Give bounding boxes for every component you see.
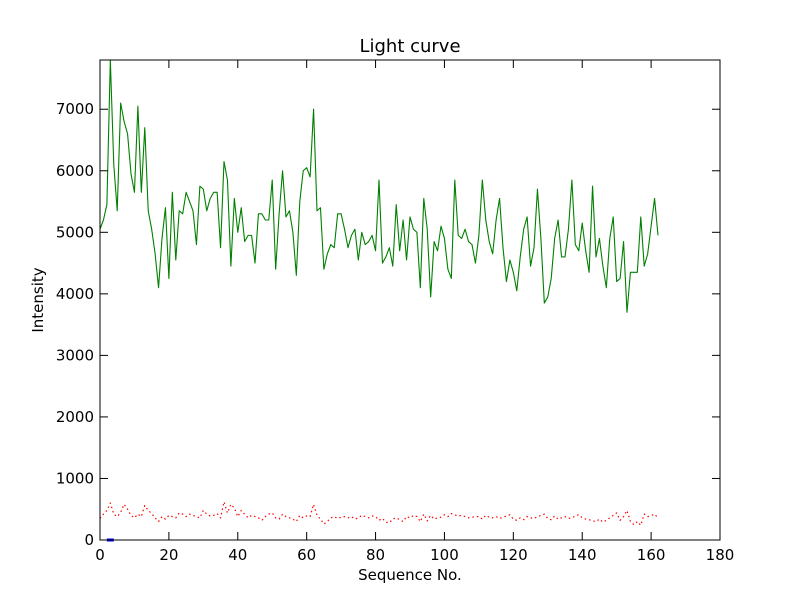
ticks-layer: 0 20 40 60 80 100 120 140 160 180 0 1000 2000 3000 400… [56, 60, 735, 564]
y-tick-label: 2000 [56, 408, 94, 426]
x-tick-label: 160 [637, 546, 666, 564]
x-tick-label: 80 [366, 546, 385, 564]
y-tick-label: 3000 [56, 346, 94, 364]
x-tick-label: 140 [568, 546, 597, 564]
y-axis-label: Intensity [29, 267, 47, 332]
series-line-1 [99, 501, 659, 526]
x-tick-label: 20 [159, 546, 178, 564]
x-axis-label: Sequence No. [358, 566, 462, 584]
y-tick-label: 0 [84, 531, 94, 549]
plot-frame [99, 59, 721, 541]
series-line-0 [99, 59, 659, 313]
x-tick-label: 0 [95, 546, 105, 564]
plot-area [100, 60, 720, 540]
y-tick-label: 7000 [56, 100, 94, 118]
chart-title: Light curve [359, 36, 460, 57]
x-tick-label: 40 [228, 546, 247, 564]
x-tick-label: 60 [297, 546, 316, 564]
x-tick-label: 100 [430, 546, 459, 564]
y-tick-label: 5000 [56, 223, 94, 241]
y-tick-label: 1000 [56, 469, 94, 487]
x-tick-label: 180 [706, 546, 735, 564]
y-tick-label: 4000 [56, 285, 94, 303]
x-tick-label: 120 [499, 546, 528, 564]
y-tick-label: 6000 [56, 162, 94, 180]
